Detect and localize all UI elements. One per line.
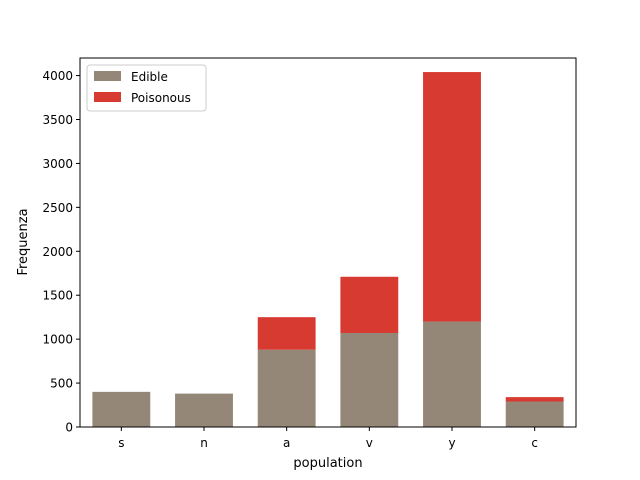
bar-s-edible bbox=[92, 391, 151, 427]
x-tick-label: a bbox=[283, 436, 290, 450]
legend-label-edible: Edible bbox=[131, 70, 168, 84]
bar-c-edible bbox=[505, 401, 564, 427]
bars-layer bbox=[92, 72, 564, 427]
x-tick-label: n bbox=[200, 436, 208, 450]
y-tick-label: 1500 bbox=[42, 289, 73, 303]
bar-v-edible bbox=[340, 332, 399, 427]
y-tick-label: 2000 bbox=[42, 245, 73, 259]
x-tick-label: y bbox=[448, 436, 455, 450]
x-tick-label: s bbox=[118, 436, 124, 450]
bar-c-poisonous bbox=[505, 397, 564, 402]
legend: Edible Poisonous bbox=[86, 64, 207, 112]
y-tick-label: 3500 bbox=[42, 113, 73, 127]
bar-v-poisonous bbox=[340, 276, 399, 333]
bar-a-edible bbox=[257, 349, 316, 427]
x-tick-label: v bbox=[366, 436, 373, 450]
x-axis-label: population bbox=[293, 456, 362, 471]
y-tick-label: 3000 bbox=[42, 157, 73, 171]
y-tick-label: 500 bbox=[50, 377, 73, 391]
bar-y-edible bbox=[423, 321, 481, 427]
legend-swatch-edible bbox=[94, 71, 121, 81]
bar-a-poisonous bbox=[257, 317, 316, 350]
y-tick-label: 4000 bbox=[42, 69, 73, 83]
y-tick-label: 0 bbox=[65, 421, 73, 435]
x-tick-label: c bbox=[531, 436, 538, 450]
plot-frame bbox=[79, 57, 577, 428]
legend-label-poisonous: Poisonous bbox=[131, 91, 191, 105]
bar-y-poisonous bbox=[423, 72, 481, 322]
y-axis: 0 500 1000 1500 2000 2500 3000 3500 4000 bbox=[42, 69, 80, 435]
y-tick-label: 2500 bbox=[42, 201, 73, 215]
y-tick-label: 1000 bbox=[42, 333, 73, 347]
y-axis-label: Frequenza bbox=[16, 208, 31, 275]
legend-swatch-poisonous bbox=[94, 92, 121, 102]
bar-n-edible bbox=[175, 393, 233, 427]
